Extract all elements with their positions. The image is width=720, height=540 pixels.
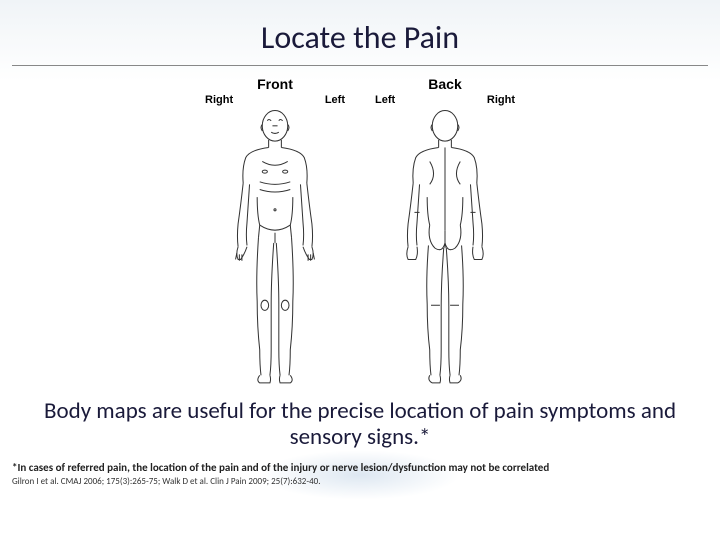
front-body-svg [210, 108, 340, 388]
back-right-label: Right [487, 94, 515, 106]
back-side-labels: Left Right [375, 94, 515, 106]
front-left-label: Left [325, 94, 345, 106]
body-map-diagram: Front Right Left [0, 76, 720, 388]
front-figure-block: Front Right Left [205, 76, 345, 388]
back-body-svg [380, 108, 510, 388]
back-left-label: Left [375, 94, 395, 106]
back-figure-block: Back Left Right [375, 76, 515, 388]
front-right-label: Right [205, 94, 233, 106]
slide-title: Locate the Pain [0, 0, 720, 65]
front-side-labels: Right Left [205, 94, 345, 106]
citation-text: Gilron I et al. CMAJ 2006; 175(3):265-75… [0, 474, 720, 487]
slide-subtitle: Body maps are useful for the precise loc… [0, 388, 720, 455]
title-divider [12, 65, 708, 66]
footnote-text: *In cases of referred pain, the location… [0, 455, 720, 474]
front-header: Front [257, 76, 293, 92]
back-header: Back [428, 76, 461, 92]
